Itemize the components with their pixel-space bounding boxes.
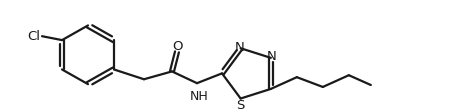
Text: NH: NH: [189, 89, 208, 102]
Text: S: S: [236, 98, 245, 111]
Text: Cl: Cl: [27, 29, 40, 42]
Text: O: O: [173, 39, 183, 52]
Text: N: N: [267, 50, 277, 63]
Text: N: N: [235, 40, 244, 53]
